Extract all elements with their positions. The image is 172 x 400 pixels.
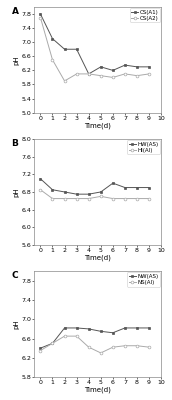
HW(AS) xyxy=(112,181,114,186)
HW(AS) xyxy=(100,190,102,194)
CS(A2) xyxy=(51,58,53,62)
HI(AI) xyxy=(136,196,138,201)
X-axis label: Time(d): Time(d) xyxy=(84,386,111,393)
X-axis label: Time(d): Time(d) xyxy=(84,122,111,129)
HW(AS) xyxy=(88,192,90,196)
Text: C: C xyxy=(12,271,18,280)
HI(AI) xyxy=(51,196,53,201)
X-axis label: Time(d): Time(d) xyxy=(84,254,111,261)
NW(AS) xyxy=(63,326,66,330)
NS(AI) xyxy=(124,343,126,348)
NS(AI) xyxy=(51,341,53,346)
CS(A1) xyxy=(51,36,53,41)
NW(AS) xyxy=(76,326,78,330)
CS(A1) xyxy=(76,47,78,52)
CS(A2) xyxy=(124,72,126,76)
CS(A1) xyxy=(148,64,150,69)
NS(AI) xyxy=(63,334,66,338)
Legend: HW(AS), HI(AI): HW(AS), HI(AI) xyxy=(127,140,160,154)
CS(A2) xyxy=(136,73,138,78)
HW(AS) xyxy=(51,187,53,192)
NS(AI) xyxy=(100,350,102,355)
HI(AI) xyxy=(148,196,150,201)
Line: CS(A2): CS(A2) xyxy=(39,16,150,82)
NS(AI) xyxy=(39,348,41,353)
CS(A2) xyxy=(100,73,102,78)
Text: A: A xyxy=(12,7,19,16)
Y-axis label: pH: pH xyxy=(14,187,20,197)
NW(AS) xyxy=(112,330,114,335)
HI(AI) xyxy=(124,196,126,201)
Line: NS(AI): NS(AI) xyxy=(39,335,150,354)
NS(AI) xyxy=(148,345,150,350)
CS(A2) xyxy=(88,72,90,76)
CS(A2) xyxy=(76,72,78,76)
HW(AS) xyxy=(124,185,126,190)
NW(AS) xyxy=(88,326,90,331)
HI(AI) xyxy=(88,196,90,201)
NW(AS) xyxy=(100,329,102,334)
NS(AI) xyxy=(88,345,90,350)
NW(AS) xyxy=(39,346,41,350)
Line: CS(A1): CS(A1) xyxy=(39,13,150,75)
NW(AS) xyxy=(51,341,53,346)
HI(AI) xyxy=(76,196,78,201)
CS(A1) xyxy=(112,68,114,73)
NW(AS) xyxy=(136,326,138,330)
CS(A2) xyxy=(63,78,66,83)
NS(AI) xyxy=(112,345,114,350)
CS(A1) xyxy=(136,64,138,69)
NW(AS) xyxy=(124,326,126,330)
HW(AS) xyxy=(63,190,66,194)
CS(A1) xyxy=(88,72,90,76)
CS(A2) xyxy=(39,15,41,20)
CS(A1) xyxy=(63,47,66,52)
NS(AI) xyxy=(136,343,138,348)
Legend: NW(AS), NS(AI): NW(AS), NS(AI) xyxy=(127,272,160,286)
HW(AS) xyxy=(39,176,41,181)
Text: B: B xyxy=(12,139,18,148)
Y-axis label: pH: pH xyxy=(14,319,20,329)
CS(A1) xyxy=(100,64,102,69)
CS(A1) xyxy=(39,12,41,16)
HI(AI) xyxy=(39,187,41,192)
HW(AS) xyxy=(76,192,78,196)
NS(AI) xyxy=(76,334,78,338)
Line: NW(AS): NW(AS) xyxy=(39,326,150,350)
Line: HW(AS): HW(AS) xyxy=(39,177,150,196)
HI(AI) xyxy=(63,196,66,201)
NW(AS) xyxy=(148,326,150,330)
Y-axis label: pH: pH xyxy=(14,55,20,65)
CS(A2) xyxy=(112,75,114,80)
HI(AI) xyxy=(100,194,102,199)
HI(AI) xyxy=(112,196,114,201)
CS(A1) xyxy=(124,63,126,68)
Legend: CS(A1), CS(A2): CS(A1), CS(A2) xyxy=(130,8,160,22)
HW(AS) xyxy=(136,185,138,190)
CS(A2) xyxy=(148,72,150,76)
Line: HI(AI): HI(AI) xyxy=(39,188,150,200)
HW(AS) xyxy=(148,185,150,190)
